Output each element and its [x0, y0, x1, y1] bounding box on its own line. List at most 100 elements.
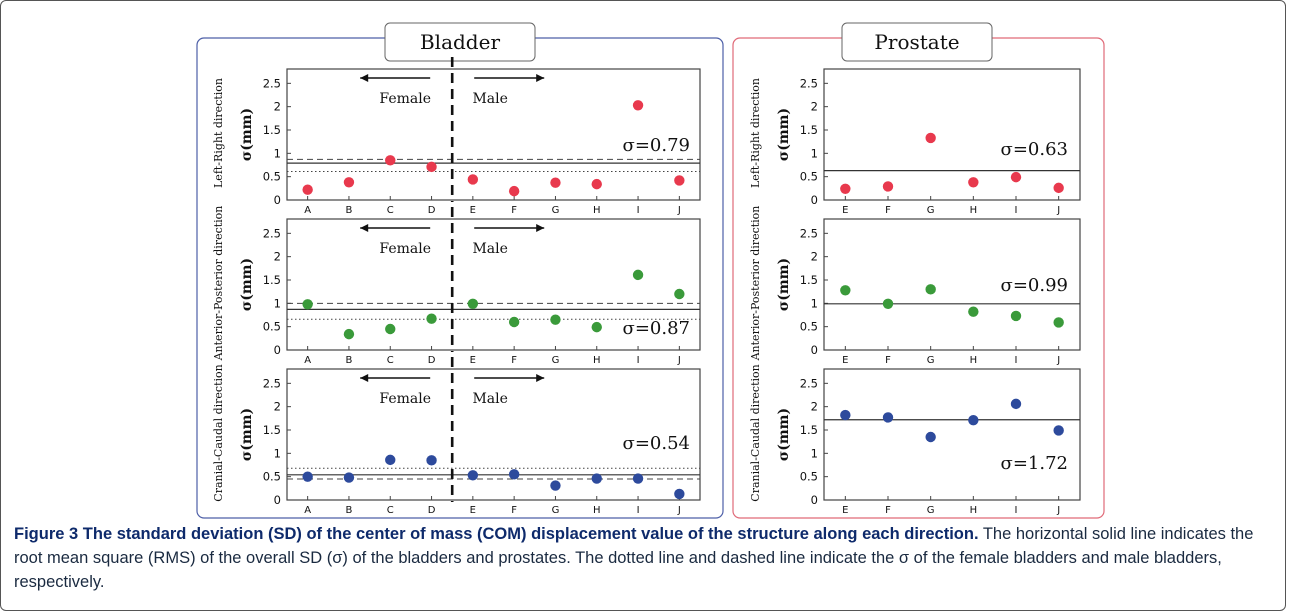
prostate-ap-point-E: [840, 285, 851, 296]
bladder-ap-xtick-label: I: [637, 355, 640, 366]
bladder-ap-point-G: [550, 314, 561, 325]
bladder-lr-point-A: [302, 184, 313, 195]
bladder-ap-xtick-label: B: [346, 355, 353, 366]
prostate-lr-xtick-label: E: [842, 205, 848, 216]
figure-caption: Figure 3 The standard deviation (SD) of …: [14, 522, 1274, 594]
bladder-ap-point-H: [591, 321, 602, 333]
row-label-cc-prostate: Cranial-Caudal direction: [749, 364, 762, 501]
prostate-cc-ylabel: σ(mm): [776, 408, 792, 461]
bladder-ap-xtick-label: H: [593, 355, 601, 366]
prostate-lr-xtick-label: I: [1015, 205, 1018, 216]
bladder-lr-point-G: [550, 177, 561, 188]
prostate-lr-xtick-label: J: [1056, 205, 1060, 216]
bladder-cc-ytick-label: 1.5: [263, 423, 281, 437]
bladder-ap-point-E: [467, 298, 479, 309]
bladder-lr-point-H: [591, 178, 602, 190]
bladder-ap-point-D: [426, 313, 437, 324]
bladder-ap-xtick-label: E: [470, 355, 476, 366]
prostate-ap-ytick-label: 2.5: [800, 226, 818, 240]
bladder-lr-xtick-label: A: [304, 205, 311, 216]
bladder-ap-female-arrow-head: [360, 224, 369, 232]
bladder-lr-xtick-label: J: [677, 205, 681, 216]
bladder-ap-xtick-label: D: [428, 355, 436, 366]
bladder-cc-female-arrow-head: [360, 374, 369, 382]
prostate-lr-xtick-label: F: [885, 205, 891, 216]
prostate-lr-ytick-label: 1.5: [800, 123, 818, 137]
bladder-lr-point-B: [343, 177, 355, 188]
bladder-ap-ytick-label: 0.5: [263, 320, 281, 334]
row-label-lr-bladder: Left-Right direction: [212, 78, 225, 188]
bladder-lr-point-D: [426, 161, 437, 173]
prostate-lr-point-I: [1010, 171, 1022, 183]
bladder-cc-male-label: Male: [472, 391, 507, 407]
prostate-lr-xtick-label: H: [970, 205, 978, 216]
bladder-cc-xtick-label: E: [470, 505, 476, 516]
caption-text: The horizontal solid line indicates the …: [14, 525, 1254, 591]
bladder-cc-point-I: [632, 473, 644, 484]
prostate-cc-xtick-label: I: [1015, 505, 1018, 516]
bladder-cc-ytick-label: 0.5: [263, 470, 281, 484]
bladder-lr-ytick-label: 0: [274, 193, 281, 207]
bladder-lr-ylabel: σ(mm): [239, 108, 255, 161]
bladder-cc-male-arrow-head: [536, 374, 545, 382]
prostate-ap-ylabel: σ(mm): [776, 258, 792, 311]
prostate-ap-xtick-label: I: [1015, 355, 1018, 366]
bladder-lr-xtick-label: H: [593, 205, 601, 216]
bladder-ap-ytick-label: 1.5: [263, 273, 281, 287]
prostate-ap-xtick-label: G: [927, 355, 935, 366]
prostate-lr-ytick-label: 1: [811, 146, 818, 160]
bladder-ap-point-C: [385, 323, 396, 335]
prostate-cc-xtick-label: F: [885, 505, 891, 516]
prostate-cc-ytick-label: 1.5: [800, 423, 818, 437]
prostate-ap-ytick-label: 1: [811, 296, 818, 310]
bladder-lr-point-I: [632, 100, 644, 111]
bladder-lr-plot-frame: [286, 68, 701, 201]
bladder-cc-xtick-label: H: [593, 505, 601, 516]
prostate-ap-point-F: [882, 298, 894, 309]
bladder-cc-point-J: [674, 488, 685, 500]
bladder-cc-xtick-label: G: [552, 505, 560, 516]
caption-label: Figure 3: [14, 525, 79, 543]
bladder-cc-point-C: [385, 454, 396, 466]
bladder-cc-plot-frame: [286, 368, 701, 501]
prostate-lr-ytick-label: 0: [811, 193, 818, 207]
bladder-cc-female-label: Female: [379, 391, 431, 407]
prostate-lr-point-E: [840, 183, 851, 194]
prostate-lr-sigma-label: σ=0.63: [1001, 139, 1068, 160]
prostate-cc-point-E: [840, 409, 851, 421]
bladder-ap-ylabel: σ(mm): [239, 258, 255, 311]
bladder-ap-point-F: [508, 316, 520, 328]
prostate-ap-point-I: [1010, 310, 1022, 322]
prostate-cc-point-I: [1010, 398, 1022, 410]
bladder-cc-sigma-label: σ=0.54: [623, 433, 690, 454]
bladder-lr-male-label: Male: [472, 91, 507, 107]
bladder-ap-ytick-label: 1: [274, 296, 281, 310]
bladder-ap-xtick-label: F: [511, 355, 517, 366]
prostate-title-box: [841, 22, 993, 62]
prostate-lr-xtick-label: G: [927, 205, 935, 216]
prostate-lr-ytick-label: 2.5: [800, 76, 818, 90]
bladder-lr-point-J: [674, 175, 685, 186]
prostate-cc-point-J: [1053, 425, 1064, 436]
bladder-lr-ytick-label: 0.5: [263, 170, 281, 184]
bladder-ap-male-label: Male: [472, 241, 507, 257]
bladder-cc-xtick-label: C: [387, 505, 394, 516]
bladder-lr-ytick-label: 1.5: [263, 123, 281, 137]
bladder-cc-xtick-label: F: [511, 505, 517, 516]
prostate-ap-plot-frame: [823, 218, 1081, 351]
bladder-lr-xtick-label: E: [470, 205, 476, 216]
bladder-lr-female-label: Female: [379, 91, 431, 107]
prostate-cc-xtick-label: H: [970, 505, 978, 516]
bladder-ap-point-B: [343, 328, 355, 340]
bladder-cc-point-A: [302, 471, 313, 482]
prostate-ap-xtick-label: E: [842, 355, 848, 366]
prostate-lr-point-F: [882, 181, 894, 192]
bladder-lr-xtick-label: F: [511, 205, 517, 216]
bladder-ap-female-label: Female: [379, 241, 431, 257]
bladder-lr-ytick-label: 1: [274, 146, 281, 160]
prostate-cc-point-G: [925, 431, 936, 443]
bladder-ap-xtick-label: G: [552, 355, 560, 366]
bladder-lr-xtick-label: C: [387, 205, 394, 216]
bladder-lr-xtick-label: D: [428, 205, 436, 216]
